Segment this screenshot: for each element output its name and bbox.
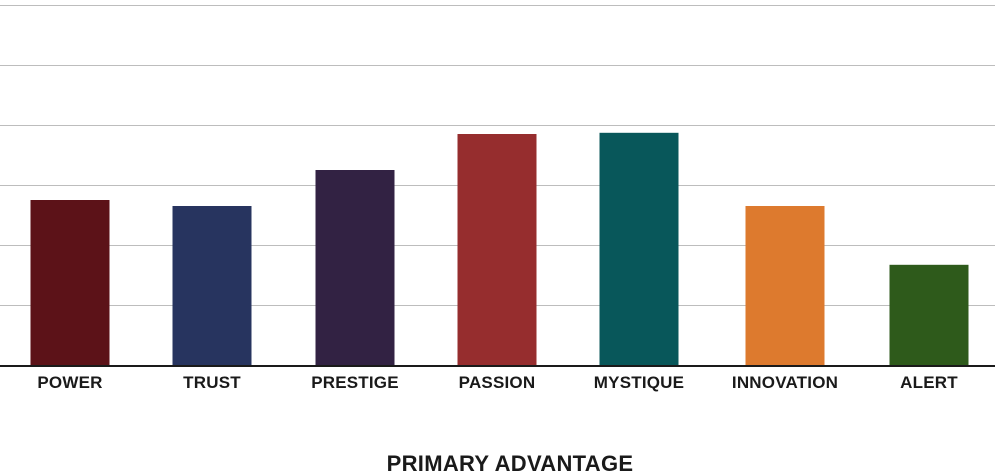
bar-innovation [745,206,825,365]
x-tick-label-trust: TRUST [183,373,241,392]
bar-alert [889,264,969,365]
bars [30,132,969,365]
bar-prestige [315,170,395,365]
x-tick-label-alert: ALERT [900,373,958,392]
bar-power [30,200,110,365]
x-tick-label-prestige: PRESTIGE [311,373,399,392]
x-tick-label-mystique: MYSTIQUE [594,373,684,392]
x-tick-labels: POWER TRUST PRESTIGE PASSION MYSTIQUE INNOVAT… [37,373,958,392]
bar-trust [172,206,252,365]
bar-passion [457,134,537,365]
x-tick-label-power: POWER [37,373,102,392]
x-tick-label-passion: PASSION [459,373,536,392]
bar-mystique [599,132,679,365]
x-tick-label-innovation: INNOVATION [732,373,838,392]
x-axis-title: PRIMARY ADVANTAGE [387,451,634,476]
